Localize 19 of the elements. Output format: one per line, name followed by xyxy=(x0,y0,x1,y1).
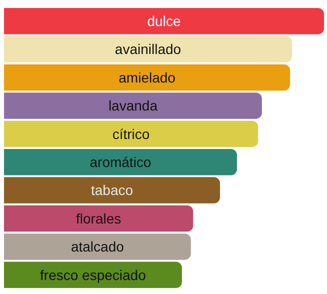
bar xyxy=(4,64,290,91)
y-tick-label: tabaco xyxy=(90,182,134,198)
y-tick-label: avainillado xyxy=(114,41,182,58)
bar xyxy=(4,92,262,119)
bar xyxy=(4,148,237,176)
y-tick-label: lavanda xyxy=(108,98,158,114)
bar xyxy=(4,36,292,62)
y-tick-label: atalcado xyxy=(70,238,124,255)
bar xyxy=(4,8,324,34)
y-tick-label: florales xyxy=(76,210,122,226)
y-tick-label: dulce xyxy=(147,12,181,29)
bar xyxy=(4,234,191,260)
bar xyxy=(4,205,194,232)
y-tick-label: amielado xyxy=(118,69,176,86)
bar xyxy=(4,120,258,148)
y-tick-label: aromático xyxy=(90,154,152,170)
y-tick-label: cítrico xyxy=(112,126,150,142)
y-tick-label: fresco especiado xyxy=(40,266,146,283)
bar xyxy=(4,177,220,204)
